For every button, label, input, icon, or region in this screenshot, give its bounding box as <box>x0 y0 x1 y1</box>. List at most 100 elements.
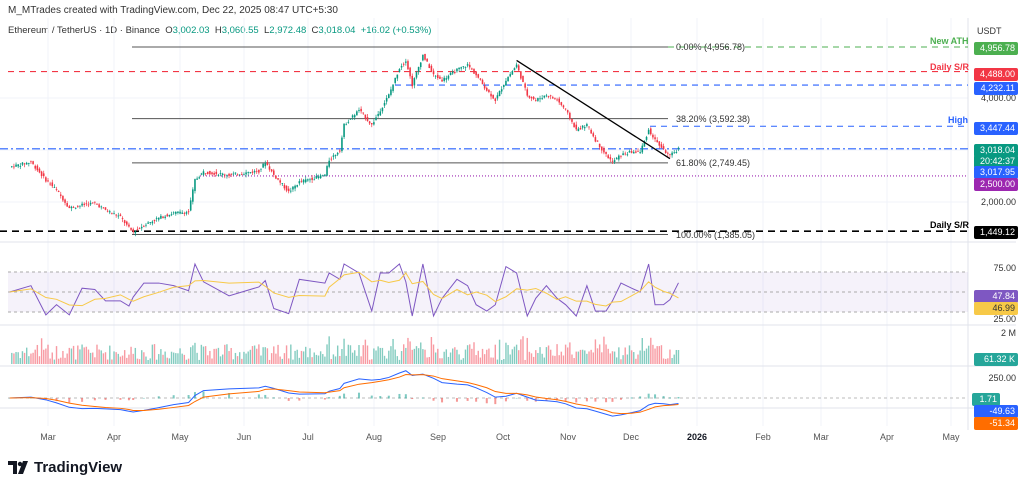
volume-bar <box>541 353 543 364</box>
volume-bar <box>665 358 667 364</box>
candle <box>45 177 47 182</box>
macd-histogram-bar <box>485 398 488 404</box>
volume-bar <box>443 351 445 364</box>
candle <box>249 172 252 174</box>
chart-canvas[interactable] <box>0 18 1024 448</box>
volume-bar <box>141 350 143 364</box>
volume-bar <box>635 358 637 364</box>
candle <box>104 207 107 210</box>
time-label: Feb <box>755 432 771 442</box>
volume-bar <box>209 350 211 364</box>
macd-histogram-bar <box>526 398 529 401</box>
volume-bar <box>375 350 377 364</box>
high-label: H <box>214 25 222 36</box>
candle <box>466 64 469 66</box>
volume-bar <box>473 342 475 364</box>
candle <box>166 214 169 217</box>
volume-bar <box>581 349 584 364</box>
symbol-name[interactable]: Ethereum / TetherUS · 1D · Binance <box>8 25 160 36</box>
macd-histogram-bar <box>132 398 135 401</box>
volume-bar <box>388 350 390 364</box>
volume-bar <box>547 345 550 364</box>
candle <box>30 161 32 163</box>
candle <box>581 125 584 128</box>
candle <box>336 152 339 155</box>
candle <box>388 94 390 99</box>
volume-bar <box>72 345 75 364</box>
candle <box>175 211 177 214</box>
volume-bar <box>549 349 552 364</box>
volume-bar <box>162 354 164 364</box>
candle <box>260 168 262 170</box>
candle <box>662 146 665 150</box>
volume-bar <box>243 351 245 364</box>
volume-bar <box>509 354 511 364</box>
candle <box>366 117 369 121</box>
volume-bar <box>345 355 347 364</box>
volume-bar <box>294 350 296 364</box>
volume-bar <box>170 351 173 364</box>
volume-bar <box>645 348 648 364</box>
volume-bar <box>626 354 629 364</box>
candle <box>558 98 560 103</box>
volume-bar <box>601 352 603 364</box>
candle <box>315 175 318 179</box>
volume-bar <box>204 346 207 364</box>
candle <box>145 224 147 226</box>
candle <box>296 185 299 187</box>
candle <box>255 170 258 172</box>
volume-bar <box>275 353 277 364</box>
candle <box>290 190 292 192</box>
candle <box>409 67 411 77</box>
symbol-legend: Ethereum / TetherUS · 1D · Binance O3,00… <box>8 25 431 36</box>
candle <box>264 163 267 167</box>
new-ath-note: New ATH <box>930 36 969 46</box>
volume-bar <box>277 344 279 364</box>
volume-bar <box>358 345 360 364</box>
candle <box>605 151 607 154</box>
candle <box>13 166 15 168</box>
volume-bar <box>424 349 426 364</box>
volume-bar <box>102 353 105 364</box>
volume-bar <box>270 353 273 364</box>
volume-bar <box>13 353 15 364</box>
candle <box>498 91 501 97</box>
volume-bar <box>567 347 569 364</box>
volume-bar <box>192 345 194 364</box>
volume-bar <box>524 359 526 364</box>
change-value: +16.02 (+0.53%) <box>360 25 432 36</box>
high-value: 3,060.55 <box>221 25 259 36</box>
volume-bar <box>411 349 413 364</box>
candle <box>590 129 592 134</box>
candle <box>183 213 186 214</box>
candle <box>94 201 96 203</box>
volume-bar <box>94 357 96 364</box>
volume-bar <box>196 352 198 364</box>
candle <box>32 161 34 165</box>
volume-bar <box>273 346 275 364</box>
volume-bar <box>62 350 64 364</box>
macd-histogram-bar <box>611 398 614 402</box>
volume-bar <box>49 358 51 364</box>
candle <box>57 190 60 192</box>
volume-bar <box>673 354 675 364</box>
rsi-line <box>9 262 679 318</box>
candle <box>483 85 486 89</box>
candle <box>534 99 537 101</box>
candle <box>641 145 644 153</box>
candle <box>339 150 341 152</box>
candle <box>400 66 403 68</box>
volume-bar <box>498 339 501 364</box>
candle <box>36 165 39 171</box>
tradingview-logo[interactable]: TradingView <box>8 459 122 476</box>
macd-histogram-bar <box>228 393 231 399</box>
candle <box>464 67 467 68</box>
volume-bar <box>247 351 249 364</box>
candle <box>281 183 284 185</box>
candle <box>10 166 13 168</box>
volume-bar <box>185 359 188 364</box>
fib-label-0: 0.00% (4,956.78) <box>676 42 746 52</box>
volume-bar <box>662 358 665 364</box>
candle <box>509 74 512 77</box>
currency-label[interactable]: USDT <box>977 26 1002 36</box>
